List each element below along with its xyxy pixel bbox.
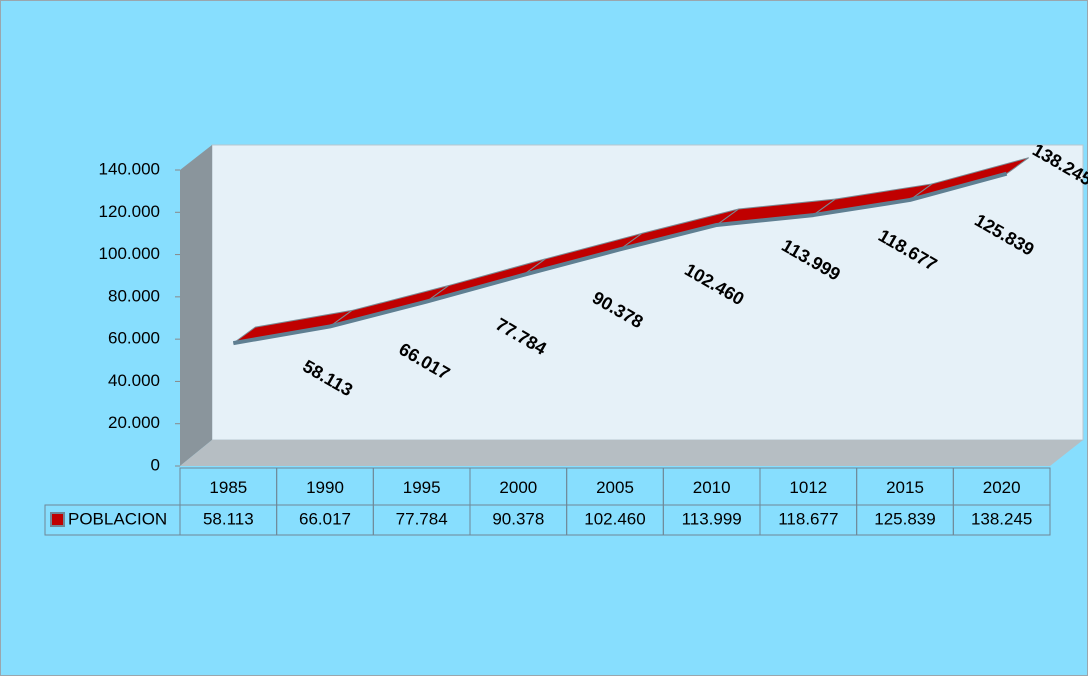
y-tick-label: 80.000	[108, 286, 160, 305]
y-tick-label: 0	[151, 455, 160, 474]
line	[232, 171, 1008, 346]
table-value: 77.784	[396, 509, 448, 528]
x-tick-label: 1985	[209, 478, 247, 497]
floor	[180, 440, 1083, 466]
table-value: 125.839	[874, 509, 935, 528]
y-tick-label: 60.000	[108, 329, 160, 348]
y-tick-label: 120.000	[99, 202, 160, 221]
y-tick-label: 140.000	[99, 159, 160, 178]
y-tick-label: 40.000	[108, 371, 160, 390]
side-wall	[180, 145, 212, 466]
x-tick-label: 1995	[403, 478, 441, 497]
x-tick-label: 2005	[596, 478, 634, 497]
table-value: 102.460	[584, 509, 645, 528]
x-tick-label: 2020	[983, 478, 1021, 497]
legend-label: POBLACION	[68, 509, 167, 528]
table-value: 66.017	[299, 509, 351, 528]
table-value: 90.378	[492, 509, 544, 528]
y-tick-label: 100.000	[99, 244, 160, 263]
table-value: 58.113	[203, 509, 254, 528]
x-tick-label: 1990	[306, 478, 344, 497]
legend-key	[50, 512, 65, 527]
table-value: 138.245	[971, 509, 1032, 528]
table-cell	[952, 504, 1051, 536]
x-tick-label: 2000	[499, 478, 537, 497]
x-tick-label: 1012	[789, 478, 827, 497]
y-tick-label: 20.000	[108, 413, 160, 432]
x-tick-label: 2010	[693, 478, 731, 497]
table-value: 113.999	[682, 509, 742, 528]
table-value: 118.677	[778, 509, 838, 528]
x-tick-label: 2015	[886, 478, 924, 497]
